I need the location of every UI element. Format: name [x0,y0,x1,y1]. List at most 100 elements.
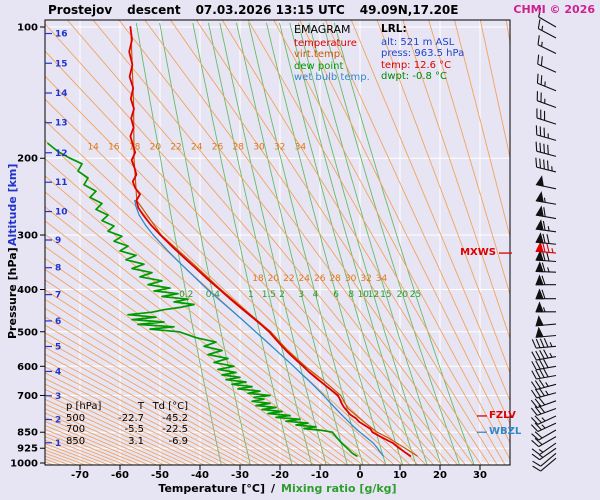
x-tick-label: -20 [271,470,289,481]
lrl-row-label: temp: [381,59,414,71]
altitude-tick-label: 6 [55,317,61,327]
barb-full [546,243,550,253]
barb-full [532,460,541,467]
sounding-curves [47,26,418,457]
barb-full [543,159,545,170]
mixing-ratio-label: 12 [368,290,379,300]
barb-full [539,359,545,369]
legend: EMAGRAM temperature virt.temp. dew point we… [294,24,370,84]
dry-adiabat [45,307,300,465]
x-tick-label: 0 [357,470,364,481]
dry-adiabat [45,23,443,465]
barb-staff [536,166,557,173]
wet-bulb-curve [134,199,384,457]
dry-adiabat [45,257,340,465]
wind-barb-column [530,7,557,472]
dry-adiabat [45,298,308,465]
barb-staff [537,422,557,433]
dry-adiabat [454,20,510,239]
barb-full [543,368,549,378]
wind-barb [532,452,557,467]
barb-staff [538,28,557,39]
adiabat-label: 28 [233,143,245,153]
wind-barb [535,219,557,233]
barb-staff [538,429,557,441]
altitude-tick-label: 7 [55,291,61,301]
dry-adiabat [45,50,435,465]
axes: -70 -60 -50 -40 -30 -20 -10 0 10 20 30 100 200 300 400… [10,19,511,481]
adiabat-label: 30 [345,274,357,284]
x-tick-label: 10 [393,470,407,481]
dry-adiabat [118,20,466,465]
mixing-ratio-lines [135,22,475,465]
lrl-rows: alt: 521 m ASL press: 963.5 hPa temp: 12.6… [381,37,464,83]
barb-pennant [535,205,544,217]
mixing-ratio-line [159,22,251,465]
barb-full [530,407,538,416]
lrl-title: LRL: [381,23,407,35]
barb-staff [537,408,557,416]
mixing-ratio-label: 0.4 [206,290,221,300]
altitude-tick-label: 2 [55,416,61,426]
adiabat-label: 18 [252,274,264,284]
y-tick-label: 700 [17,391,38,402]
barb-full [537,35,540,45]
barb-full [534,398,542,407]
barb-pennant [535,301,544,313]
barb-full [531,439,540,448]
lrl-row-value: 12.6 °C [413,59,452,71]
altitude-tick-label: 13 [55,119,68,129]
wind-barb [536,108,557,125]
barb-full [542,242,546,253]
barb-half [538,454,544,458]
barb-staff [539,447,557,461]
wind-barb [531,368,557,380]
dry-adiabat [45,360,245,465]
barb-full [538,387,545,397]
table-cell: -45.2 [162,412,188,424]
adiabat-label: 20 [150,143,162,153]
copyright: CHMI © 2026 [513,3,595,16]
barb-full [536,73,539,84]
wind-barb [535,191,557,205]
barb-full [530,417,539,425]
x-axis-title: Temperature [°C] / Mixing ratio [g/kg] [45,482,510,495]
plot-frame [44,19,511,466]
barb-full [539,142,542,153]
barb-half [538,448,544,453]
station-coordinates: 49.09N,17.20E [359,3,459,17]
mixing-ratio-line [297,22,428,465]
dry-adiabat [376,20,510,375]
barb-full [530,389,538,399]
dry-adiabat [45,220,363,465]
lrl-row-value: 521 m ASL [400,36,455,48]
barb-full [535,338,541,348]
wind-barb [535,301,556,313]
dry-adiabat [45,372,229,465]
altitude-tick-label: 8 [55,264,61,274]
wind-barb [535,241,557,254]
mixing-ratio-label: 20 [397,290,409,300]
barb-staff [538,16,557,28]
wind-barb [530,387,557,399]
mixing-ratio-line [289,22,417,465]
adiabat-label: 14 [87,143,99,153]
wind-barb [531,447,557,461]
dry-adiabat [402,20,510,340]
dry-adiabat [273,20,510,461]
barb-half [547,226,550,231]
fzlv-label: FZLV [489,409,516,421]
barb-pennant [535,241,544,253]
table-cell: 700 [66,424,86,435]
barb-full [535,157,538,168]
barb-pennant [535,249,544,262]
mixing-ratio-line [135,22,222,465]
dry-adiabat [479,20,510,160]
barb-staff [537,400,557,409]
barb-full [531,370,537,380]
wind-barb [536,73,557,92]
barb-staff [536,345,557,349]
mixing-ratio-line [192,22,293,465]
